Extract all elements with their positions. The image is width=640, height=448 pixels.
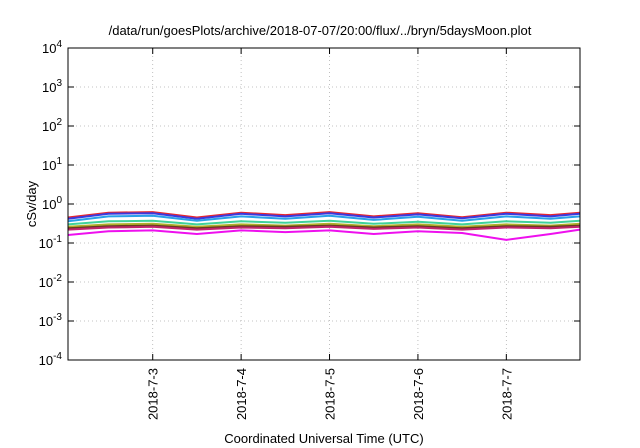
series-line — [67, 222, 581, 228]
series-line — [67, 224, 581, 230]
y-tick-label: 10-4 — [39, 351, 63, 368]
series-line — [67, 225, 581, 231]
series-layer — [67, 211, 581, 241]
x-tick-label: 2018-7-6 — [411, 368, 426, 420]
y-tick-label: 103 — [42, 78, 62, 95]
series-line — [67, 212, 581, 220]
series-line — [67, 211, 581, 219]
series-line — [67, 219, 581, 226]
y-tick-label: 102 — [42, 117, 62, 134]
y-ticks: 10-4 10-3 10-2 10-1 100 101 102 103 104 — [39, 39, 580, 368]
y-tick-label: 100 — [42, 195, 62, 212]
y-axis-label: cSv/day — [24, 180, 39, 227]
x-axis-label: Coordinated Universal Time (UTC) — [224, 431, 423, 446]
series-line — [67, 214, 581, 223]
chart-title: /data/run/goesPlots/archive/2018-07-07/2… — [109, 23, 532, 38]
x-ticks: 2018-7-3 2018-7-4 2018-7-5 2018-7-6 2018-7-7 — [146, 48, 514, 420]
y-tick-label: 10-2 — [39, 273, 63, 290]
x-tick-label: 2018-7-7 — [499, 368, 514, 420]
grid — [68, 47, 580, 361]
y-tick-label: 10-3 — [39, 312, 63, 329]
y-tick-label: 10-1 — [39, 234, 63, 251]
x-tick-label: 2018-7-5 — [323, 368, 338, 420]
y-tick-label: 101 — [42, 156, 62, 173]
series-line — [67, 228, 581, 241]
y-tick-label: 104 — [42, 39, 62, 56]
x-tick-label: 2018-7-3 — [146, 368, 161, 420]
x-tick-label: 2018-7-4 — [234, 368, 249, 420]
